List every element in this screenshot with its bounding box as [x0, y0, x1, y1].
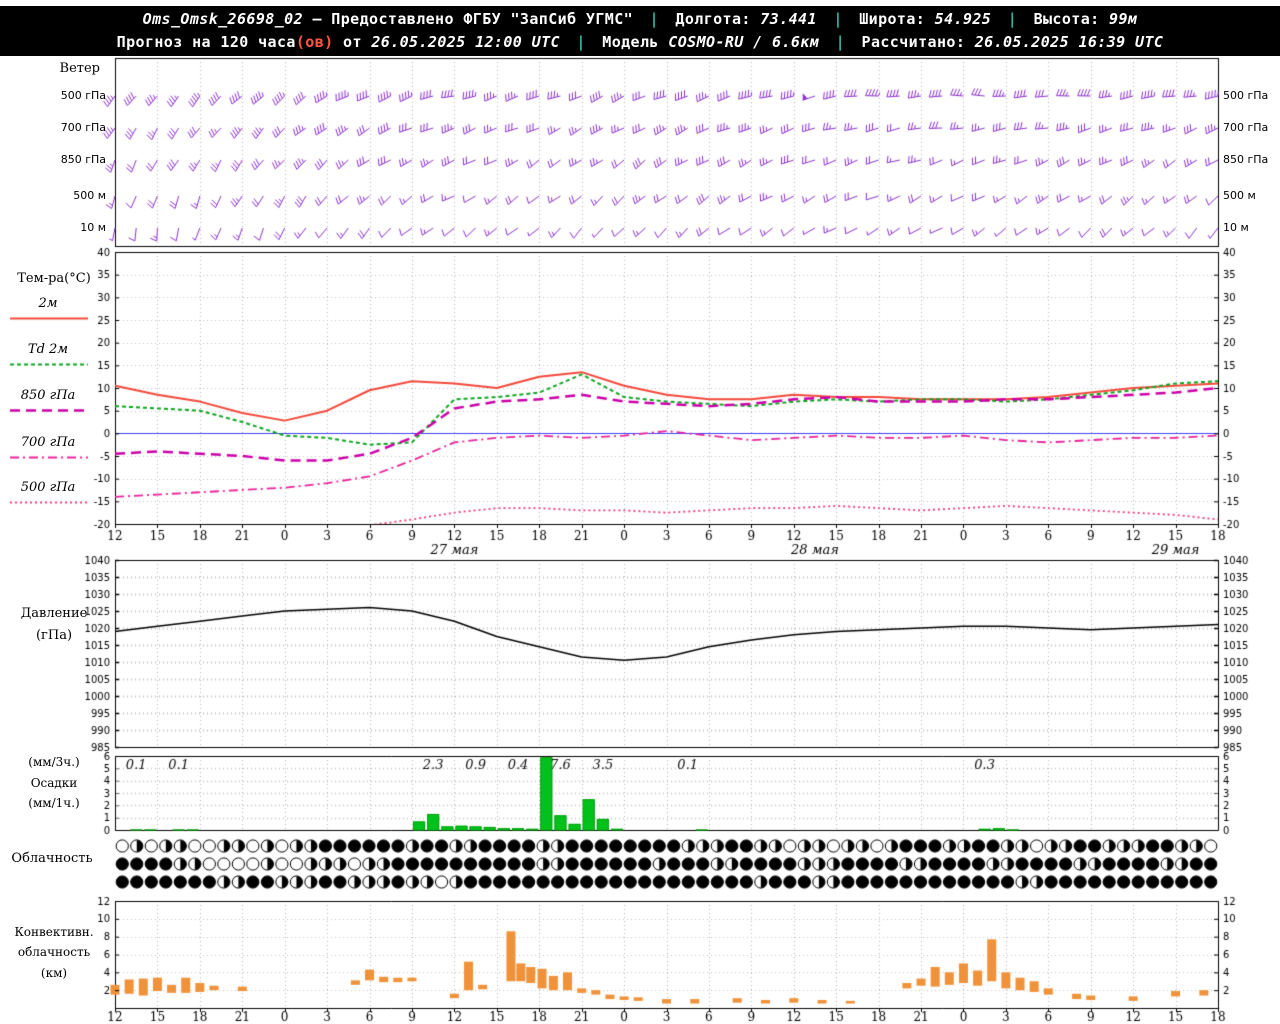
precip-unit-1h-label: (мм/1ч.)	[28, 796, 80, 810]
wind-level-500hpa-left: 500 гПа	[60, 89, 106, 102]
model-label: Модель	[602, 33, 659, 51]
legend-t2m-label: 2м	[38, 296, 58, 311]
wind-level-10m-left: 10 м	[80, 221, 106, 234]
forecast-length-label: Прогноз на 120 часа	[116, 33, 296, 51]
latitude-label: Широта:	[859, 10, 926, 28]
altitude-value: 99м	[1109, 10, 1138, 28]
latitude-value: 54.925	[934, 10, 992, 28]
header-separator: |	[1007, 10, 1018, 28]
forecast-from-label: от	[343, 33, 362, 51]
convective-panel-unit: (км)	[40, 966, 68, 980]
header-separator: |	[835, 33, 846, 51]
pressure-panel-title: Давление	[20, 606, 88, 621]
wind-level-500m-right: 500 м	[1223, 189, 1256, 202]
convective-panel-title-1: Конвективн.	[14, 925, 94, 939]
altitude-label: Высота:	[1033, 10, 1100, 28]
wind-level-850hpa-left: 850 гПа	[60, 153, 106, 166]
legend-t700-label: 700 гПа	[20, 435, 76, 450]
model-value: COSMO-RU / 6.6км	[668, 33, 820, 51]
header-line-1: Oms_Omsk_26698_02 – Предоставлено ФГБУ "…	[0, 8, 1280, 31]
wind-level-700hpa-left: 700 гПа	[60, 121, 106, 134]
header-separator: |	[649, 10, 659, 28]
pressure-panel-unit: (гПа)	[35, 628, 73, 643]
wind-level-700hpa-right: 700 гПа	[1223, 121, 1269, 134]
header-separator: |	[576, 33, 586, 51]
calculated-datetime: 26.05.2025 16:39 UTC	[974, 33, 1164, 51]
legend-t850-label: 850 гПа	[20, 388, 76, 403]
wind-level-500m-left: 500 м	[73, 189, 106, 202]
precip-panel-title: Осадки	[30, 776, 78, 790]
precip-unit-3h-label: (мм/3ч.)	[28, 755, 80, 769]
calculated-label: Рассчитано:	[861, 33, 966, 51]
station-name: Oms_Omsk_26698_02	[142, 10, 303, 28]
header-separator: |	[833, 10, 843, 28]
run-datetime: 26.05.2025 12:00 UTC	[371, 33, 560, 51]
legend-t500-label: 500 гПа	[20, 480, 76, 495]
legend-td2m-label: Td 2м	[27, 342, 69, 357]
wind-level-10m-right: 10 м	[1223, 221, 1249, 234]
forecast-ov-suffix: (ов)	[295, 33, 334, 51]
header: Oms_Omsk_26698_02 – Предоставлено ФГБУ "…	[0, 6, 1280, 56]
header-line-2: Прогноз на 120 часа(ов) от 26.05.2025 12…	[0, 31, 1280, 54]
cloudiness-panel-title: Облачность	[11, 851, 93, 866]
longitude-label: Долгота:	[675, 10, 751, 28]
temperature-panel-title: Тем-ра(°C)	[17, 271, 91, 286]
convective-panel-title-2: облачность	[17, 945, 91, 959]
wind-level-500hpa-right: 500 гПа	[1223, 89, 1269, 102]
longitude-value: 73.441	[760, 10, 817, 28]
provided-by-label: – Предоставлено ФГБУ "ЗапСиб УГМС"	[312, 10, 634, 28]
wind-level-850hpa-right: 850 гПа	[1223, 153, 1269, 166]
wind-panel-title: Ветер	[59, 61, 100, 76]
